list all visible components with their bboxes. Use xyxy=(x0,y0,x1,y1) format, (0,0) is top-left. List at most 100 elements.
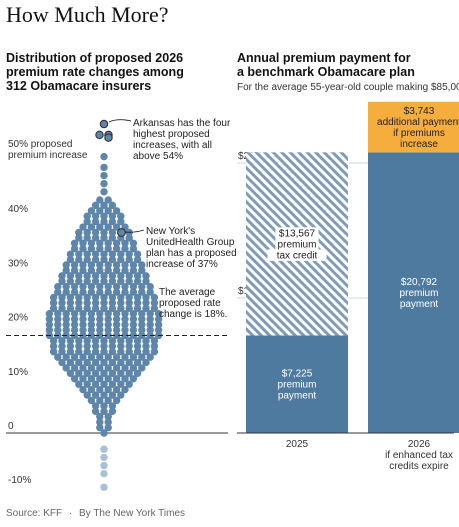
swarm-dot xyxy=(125,358,133,367)
swarm-dot xyxy=(83,380,91,388)
swarm-dot xyxy=(117,255,125,264)
swarm-dot xyxy=(112,385,121,394)
bar-title-line: a benchmark Obamacare plan xyxy=(237,65,415,79)
swarm-dot xyxy=(142,342,150,350)
swarm-dot xyxy=(96,375,104,383)
swarm-dot xyxy=(49,348,58,356)
swarm-dot xyxy=(91,358,100,367)
swarm-dot xyxy=(49,293,58,302)
swarm-dot xyxy=(104,310,112,318)
swarm-dot xyxy=(112,261,121,269)
swarm-title-line: 312 Obamacare insurers xyxy=(6,79,152,93)
swarm-dot xyxy=(108,212,117,220)
swarm-dot xyxy=(108,402,117,410)
swarm-dot xyxy=(133,369,142,378)
swarm-dot xyxy=(121,375,129,383)
swarm-dot-negative xyxy=(100,469,108,478)
annotation-new-york: plan has a proposed xyxy=(146,248,237,259)
swarm-dot xyxy=(112,315,121,323)
swarm-dot xyxy=(79,353,87,361)
swarm-dot xyxy=(75,337,83,345)
swarm-dot xyxy=(121,326,129,334)
swarm-dot xyxy=(125,234,133,242)
swarm-dot xyxy=(62,288,70,296)
swarm-dot xyxy=(87,223,96,231)
swarm-dot xyxy=(133,299,142,307)
swarm-dot xyxy=(142,277,150,285)
annotation-arkansas: highest proposed xyxy=(133,129,210,140)
swarm-dot xyxy=(121,364,129,372)
bar-segment-label: if premiums xyxy=(393,128,445,139)
swarm-dot xyxy=(87,375,96,383)
swarm-dot xyxy=(70,261,79,269)
annotation-new-york: UnitedHealth Group xyxy=(146,237,235,248)
swarm-dot xyxy=(83,369,91,378)
swarm-dot xyxy=(79,385,87,394)
swarm-title-line: premium rate changes among xyxy=(6,65,184,79)
swarm-dot xyxy=(87,331,96,340)
swarm-dot xyxy=(125,348,133,356)
swarm-title: Distribution of proposed 2026 premium ra… xyxy=(6,51,184,93)
swarm-dot xyxy=(66,369,75,378)
swarm-title-line: Distribution of proposed 2026 xyxy=(6,51,184,65)
swarm-dot xyxy=(62,326,70,334)
swarm-dot xyxy=(66,293,75,302)
byline: By The New York Times xyxy=(79,508,186,519)
swarm-dot xyxy=(108,277,117,285)
swarm-dot xyxy=(87,310,96,318)
swarm-dot xyxy=(75,358,83,367)
annotation-arkansas: Arkansas has the four xyxy=(133,118,231,129)
swarm-dot xyxy=(79,239,87,247)
swarm-dot xyxy=(75,369,83,378)
bar-segment-label: tax credit xyxy=(277,250,318,261)
swarm-dot xyxy=(125,369,133,378)
swarm-dot xyxy=(142,272,150,280)
swarm-dot xyxy=(108,234,117,242)
swarm-dot xyxy=(70,375,79,383)
swarm-dot-negative xyxy=(100,453,108,462)
swarm-dot xyxy=(87,364,96,372)
swarm-dot xyxy=(125,277,133,285)
swarm-dot xyxy=(87,261,96,269)
swarm-dot xyxy=(142,358,150,367)
swarm-dot xyxy=(117,212,125,220)
swarm-dot xyxy=(121,353,129,361)
bar-label-bg xyxy=(275,227,319,239)
swarm-dot xyxy=(70,288,79,296)
footer-separator: · xyxy=(68,508,73,519)
annotation-arkansas: increases, with all xyxy=(133,140,212,151)
swarm-dot xyxy=(83,304,91,313)
swarm-dot xyxy=(125,299,133,307)
swarm-dot xyxy=(112,353,121,361)
swarm-dot xyxy=(70,353,79,361)
swarm-dot xyxy=(100,171,108,180)
swarm-dot xyxy=(100,217,108,226)
bar-segment-label: payment xyxy=(400,299,439,310)
swarm-dot xyxy=(62,310,70,318)
swarm-dot xyxy=(79,320,87,329)
swarm-tick-label: 20% xyxy=(8,313,28,324)
swarm-dot xyxy=(112,282,121,291)
swarm-dot xyxy=(125,380,133,388)
swarm-dot xyxy=(58,277,66,285)
swarm-dot xyxy=(117,337,125,345)
swarm-dot xyxy=(133,272,142,280)
swarm-dot xyxy=(91,272,100,280)
swarm-dot xyxy=(91,217,100,226)
swarm-dot xyxy=(96,353,104,361)
swarm-dot xyxy=(112,310,121,318)
swarm-dot xyxy=(104,245,112,253)
swarm-dot xyxy=(138,364,146,372)
swarm-dot xyxy=(87,239,96,247)
swarm-dot xyxy=(45,315,54,323)
swarm-dot xyxy=(79,282,87,291)
swarm-dot xyxy=(108,342,117,350)
swarm-dot xyxy=(129,326,138,334)
swarm-dot xyxy=(125,272,133,280)
swarm-dot xyxy=(58,304,66,313)
bar-segment-label: increase xyxy=(400,139,438,150)
bar-segment-additional xyxy=(368,101,459,153)
swarm-dot xyxy=(83,342,91,350)
swarm-dot xyxy=(79,310,87,318)
bar-label-bg xyxy=(275,238,319,250)
